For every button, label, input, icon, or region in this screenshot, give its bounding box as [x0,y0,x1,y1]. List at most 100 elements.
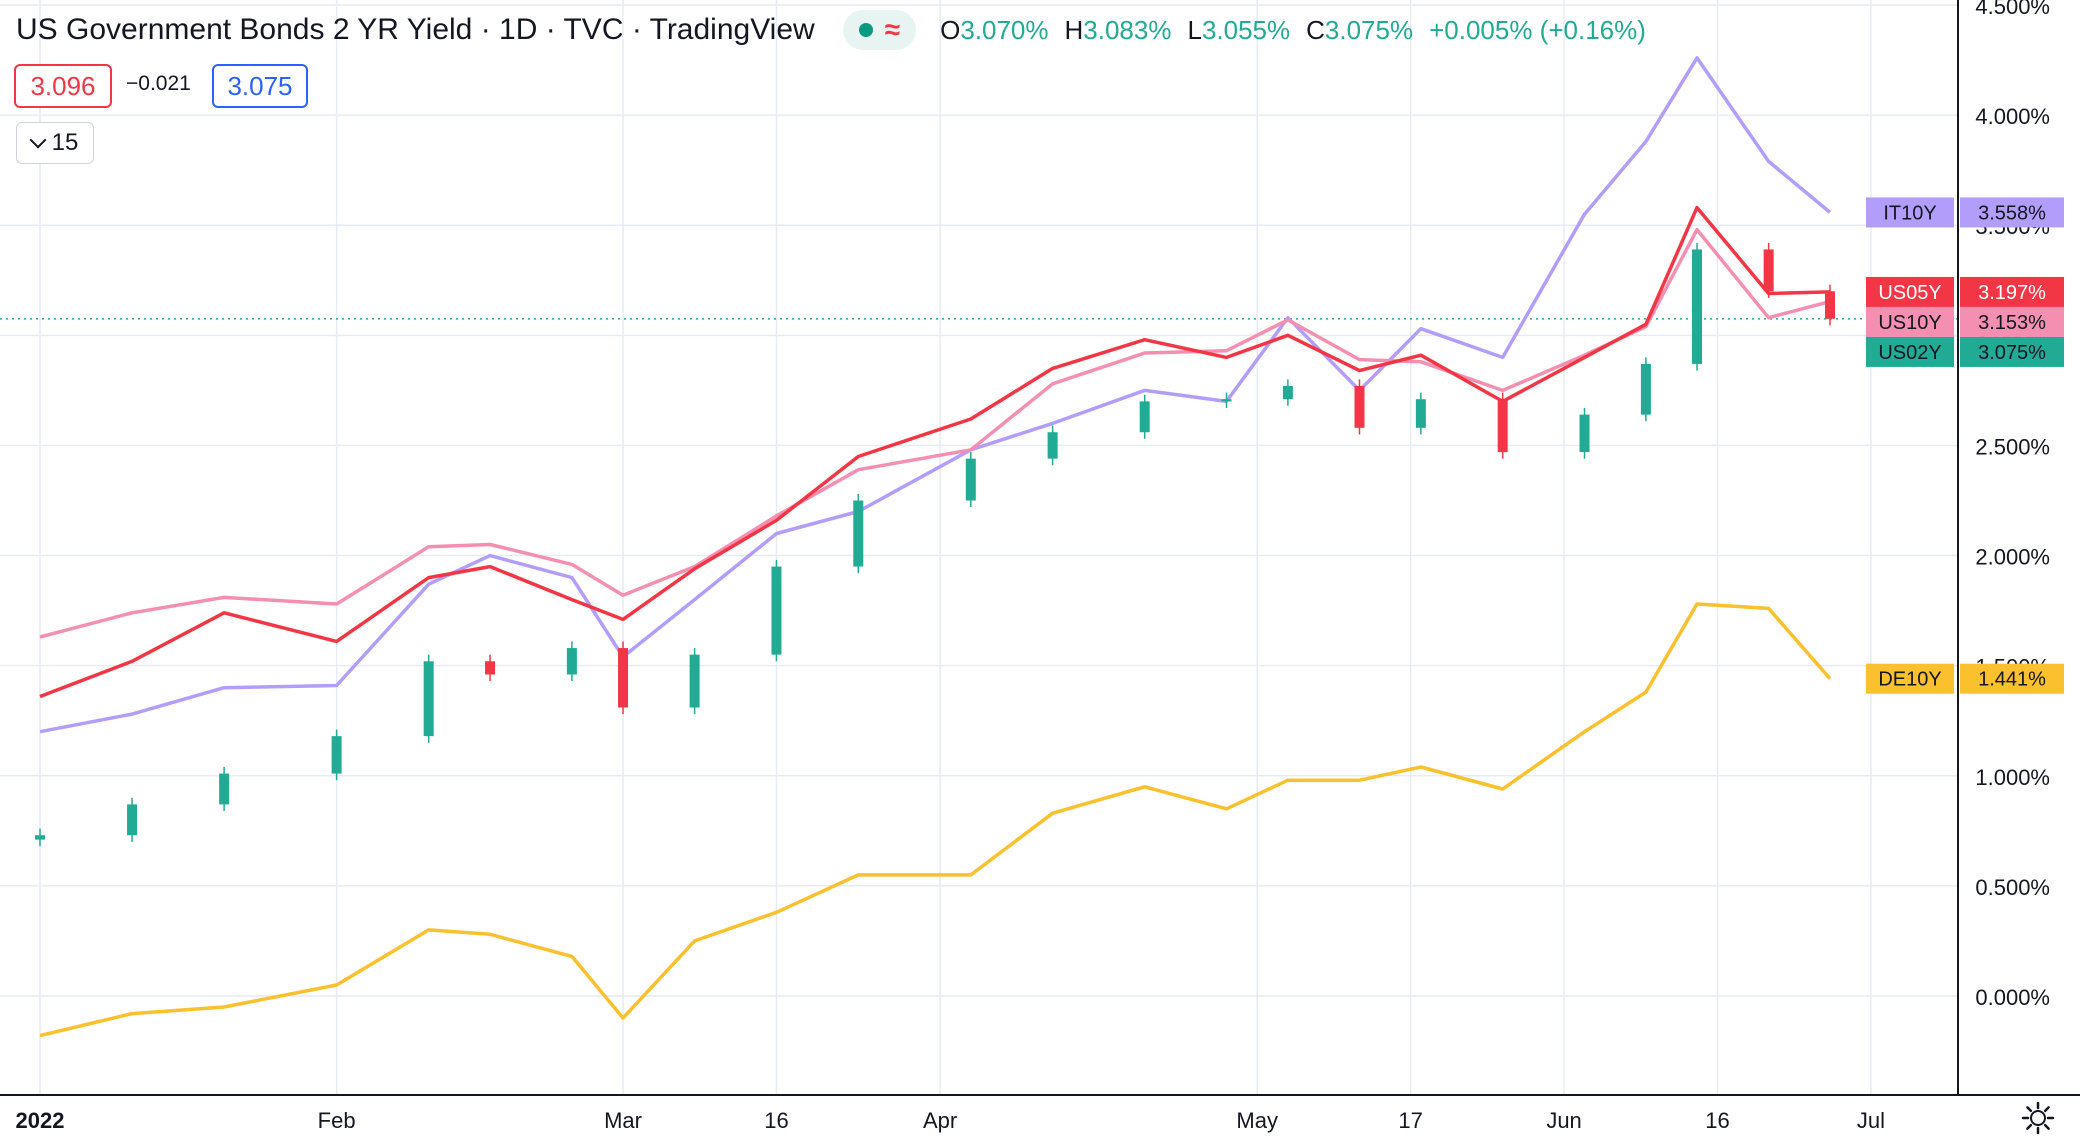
candle-body [127,804,138,836]
series-line-us10y[interactable] [39,227,1831,639]
low-value: 3.055% [1201,14,1291,45]
series-tag-name: DE10Y [1878,669,1941,691]
chart-header: US Government Bonds 2 YR Yield · 1D · TV… [16,8,1646,52]
candle[interactable] [1825,284,1835,326]
candle[interactable] [331,729,342,781]
series-tag-name: US10Y [1878,312,1941,334]
series-tag-value-bg [1960,276,2064,307]
candle[interactable] [219,766,230,812]
series-tag-value: 3.075% [1978,342,2046,364]
y-tick-label: 2.000% [1975,545,2050,570]
series-labels: IT10Y 3.558% US05Y 3.197% US10Y 3.153% US02Y 3.… [1866,197,2064,694]
candle-body [1047,432,1058,459]
candle[interactable] [689,648,700,715]
x-tick-label: Jun [1546,1108,1581,1133]
y-tick-label: 0.500% [1975,875,2050,900]
candle[interactable] [1047,425,1058,466]
high-value: 3.083% [1083,14,1172,45]
candle[interactable] [1692,242,1703,371]
market-status[interactable]: ≈ [842,10,917,50]
series-tag-name-bg [1866,276,1954,307]
series-tag-value-bg [1960,663,2064,694]
time-axis[interactable]: 2022 Feb Mar 16 Apr May 17 Jun 16 Jul [16,1108,1885,1133]
price-axis[interactable]: 4.500%4.000%3.500%3.000%2.500%2.000%1.50… [1975,0,2050,1010]
candle-body [1415,399,1426,428]
x-tick-label: Mar [604,1108,642,1133]
symbol-title[interactable]: US Government Bonds 2 YR Yield · 1D · TV… [16,13,815,46]
candle[interactable] [1139,394,1150,439]
series-tag-value-bg [1960,336,2064,367]
x-tick-label: Feb [318,1108,356,1133]
y-tick-label: 0.000% [1975,985,2050,1010]
candle[interactable] [1763,242,1774,298]
gear-icon[interactable] [2018,1098,2058,1138]
change-value: +0.005% (+0.16%) [1429,14,1646,45]
candle-body [1497,399,1508,453]
series-tag-name: US02Y [1878,342,1941,364]
candle[interactable] [127,797,138,842]
x-tick-label: 2022 [16,1108,65,1133]
y-tick-label: 2.500% [1975,434,2050,459]
candle[interactable] [1640,357,1651,422]
series-tag-name-bg [1866,306,1954,337]
series-tag-value: 3.558% [1978,202,2046,224]
x-tick-label: May [1236,1108,1278,1133]
candle-body [1640,363,1651,415]
candle[interactable] [1497,392,1508,459]
candle[interactable] [618,641,629,715]
plot-area[interactable] [35,56,1835,1038]
series-tag-value-bg [1960,197,2064,228]
spread-value: −0.021 [126,72,191,95]
candle[interactable] [1221,392,1232,409]
candle[interactable] [965,452,976,508]
candle[interactable] [485,654,496,682]
open-key: O [940,14,961,45]
candle-body [35,835,45,840]
candle-body [1692,249,1703,364]
buy-price-box[interactable]: 3.075 [212,64,308,108]
series-line-us05y[interactable] [39,205,1831,699]
candle-body [853,500,864,567]
series-tag-value-bg [1960,306,2064,337]
candle-body [1221,399,1232,402]
y-tick-label: 1.000% [1975,765,2050,790]
candle-body [1354,385,1365,428]
candle[interactable] [1354,379,1365,435]
interval-selector[interactable]: 15 [16,122,94,164]
candle[interactable] [1282,379,1293,406]
candle[interactable] [1415,392,1426,435]
candle-body [1139,401,1150,433]
y-tick-label: 4.000% [1975,104,2050,129]
open-value: 3.070% [960,14,1049,45]
series-tag-it10y: IT10Y 3.558% [1866,197,2064,228]
candle[interactable] [771,559,782,662]
series-tag-value: 3.153% [1978,312,2046,334]
candle-body [1579,414,1590,453]
series-tag-de10y: DE10Y 1.441% [1866,663,2064,694]
candle-body [423,661,434,737]
candle[interactable] [853,493,864,574]
candle-body [1825,291,1835,319]
series-tag-us10y: US10Y 3.153% [1866,306,2064,337]
candle[interactable] [566,641,577,682]
chevron-down-icon [29,131,47,149]
series-tag-us05y: US05Y 3.197% [1866,276,2064,307]
candle[interactable] [423,654,434,743]
series-line-de10y[interactable] [39,602,1832,1038]
x-tick-label: 16 [1705,1108,1729,1133]
series-tag-value: 3.197% [1978,282,2046,304]
low-key: L [1187,14,1202,45]
series-tag-name-bg [1866,336,1954,367]
x-tick-label: Apr [923,1108,957,1133]
series-line-it10y[interactable] [39,56,1832,734]
candle[interactable] [1579,408,1590,459]
candle-body [485,661,496,675]
candle[interactable] [35,828,45,847]
series-tag-name-bg [1866,197,1954,228]
wave-icon: ≈ [884,14,901,45]
candle-body [331,736,342,774]
chart-grid [0,0,1958,1095]
y-tick-label: 4.500% [1975,0,2050,19]
sell-price-box[interactable]: 3.096 [14,64,112,108]
